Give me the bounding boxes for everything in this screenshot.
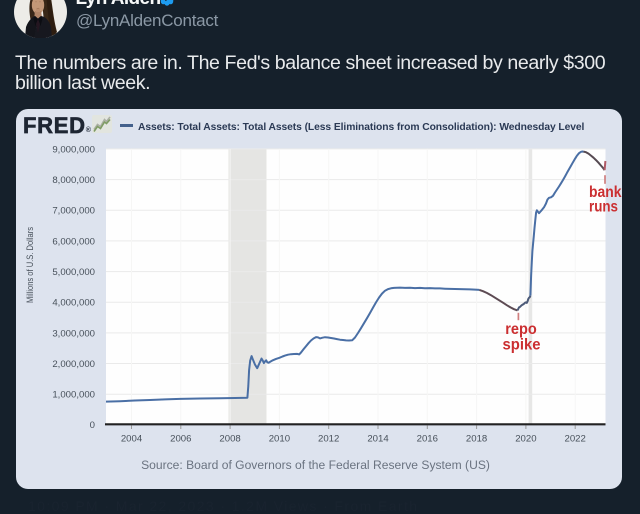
svg-text:6,000,000: 6,000,000 <box>52 236 95 247</box>
svg-text:7,000,000: 7,000,000 <box>52 206 95 217</box>
svg-text:2008: 2008 <box>219 434 240 445</box>
svg-text:9,000,000: 9,000,000 <box>52 144 95 155</box>
svg-text:spike: spike <box>503 337 541 354</box>
svg-text:2012: 2012 <box>318 434 339 445</box>
svg-text:runs: runs <box>589 198 618 215</box>
svg-text:5,000,000: 5,000,000 <box>52 267 95 278</box>
svg-text:8,000,000: 8,000,000 <box>52 175 95 186</box>
svg-text:bank: bank <box>589 184 622 201</box>
svg-text:0: 0 <box>90 420 95 431</box>
svg-text:Millions of U.S. Dollars: Millions of U.S. Dollars <box>24 227 35 303</box>
svg-text:3,000,000: 3,000,000 <box>52 328 95 339</box>
svg-text:2022: 2022 <box>565 434 586 445</box>
svg-text:repo: repo <box>505 321 537 338</box>
svg-text:Source: Board of Governors of: Source: Board of Governors of the Federa… <box>141 458 490 472</box>
svg-text:2006: 2006 <box>170 434 191 445</box>
svg-text:2020: 2020 <box>515 434 536 445</box>
svg-text:2010: 2010 <box>269 434 290 445</box>
svg-text:2014: 2014 <box>367 434 389 445</box>
svg-text:2016: 2016 <box>417 434 438 445</box>
svg-text:4,000,000: 4,000,000 <box>52 298 95 309</box>
svg-text:2,000,000: 2,000,000 <box>52 359 95 370</box>
svg-text:2004: 2004 <box>121 434 143 445</box>
svg-text:2018: 2018 <box>466 434 487 445</box>
svg-text:1,000,000: 1,000,000 <box>52 390 95 401</box>
